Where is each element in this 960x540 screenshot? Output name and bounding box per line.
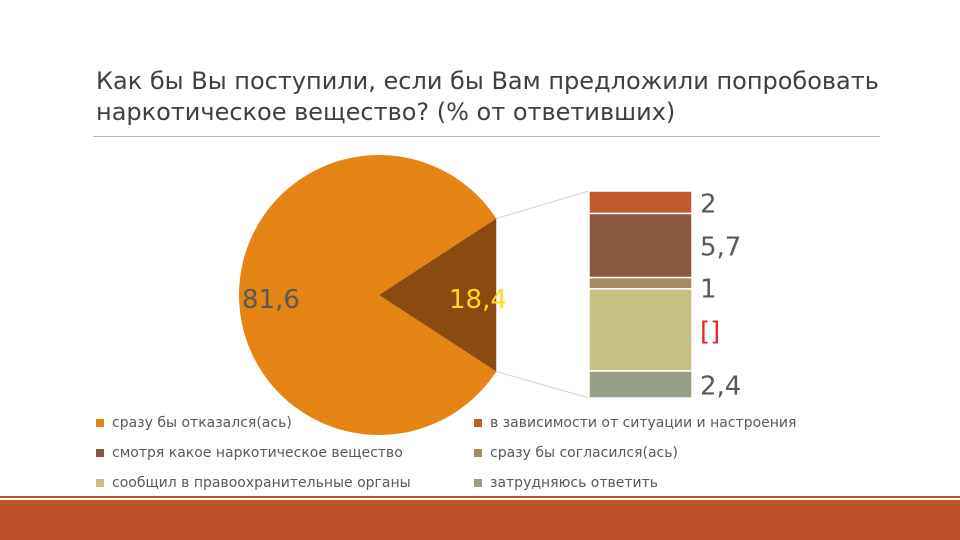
chart-legend: сразу бы отказался(ась) в зависимости от … xyxy=(96,412,856,494)
legend-item: сообщил в правоохранительные органы xyxy=(96,472,474,494)
legend-label: в зависимости от ситуации и настроения xyxy=(490,415,797,431)
bar-segment xyxy=(588,370,693,399)
bar-data-label: 1 xyxy=(700,275,717,305)
legend-label: затрудняюсь ответить xyxy=(490,475,659,491)
legend-swatch xyxy=(96,419,104,427)
legend-swatch xyxy=(96,449,104,457)
legend-label: сразу бы отказался(ась) xyxy=(112,415,292,431)
pie-data-label: 18,4 xyxy=(449,285,507,315)
bar-segment xyxy=(588,288,693,372)
pie-slice xyxy=(379,218,497,372)
pie-slice xyxy=(239,154,497,436)
bar-segment xyxy=(588,212,693,279)
bar-segment xyxy=(588,190,693,215)
bar-data-label: 5,7 xyxy=(700,233,741,263)
legend-label: сообщил в правоохранительные органы xyxy=(112,475,411,491)
legend-swatch xyxy=(96,479,104,487)
bar-data-label: 2 xyxy=(700,189,717,219)
connector-line xyxy=(496,190,590,219)
legend-swatch xyxy=(474,419,482,427)
legend-item: сразу бы согласился(ась) xyxy=(474,442,856,464)
pie-data-label: 81,6 xyxy=(242,285,300,315)
bar-segment xyxy=(588,276,693,290)
footer-accent-line xyxy=(0,496,960,498)
legend-label: сразу бы согласился(ась) xyxy=(490,445,678,461)
legend-swatch xyxy=(474,449,482,457)
legend-item: в зависимости от ситуации и настроения xyxy=(474,412,856,434)
legend-item: смотря какое наркотическое вещество xyxy=(96,442,474,464)
bar-data-label: 2,4 xyxy=(700,372,741,402)
legend-item: сразу бы отказался(ась) xyxy=(96,412,474,434)
slide-title: Как бы Вы поступили, если бы Вам предлож… xyxy=(96,67,879,126)
bar-data-label: [] xyxy=(700,317,720,347)
legend-label: смотря какое наркотическое вещество xyxy=(112,445,403,461)
footer-accent-bar xyxy=(0,500,960,540)
connector-line xyxy=(496,371,590,399)
legend-item: затрудняюсь ответить xyxy=(474,472,856,494)
legend-swatch xyxy=(474,479,482,487)
title-divider xyxy=(93,136,880,137)
